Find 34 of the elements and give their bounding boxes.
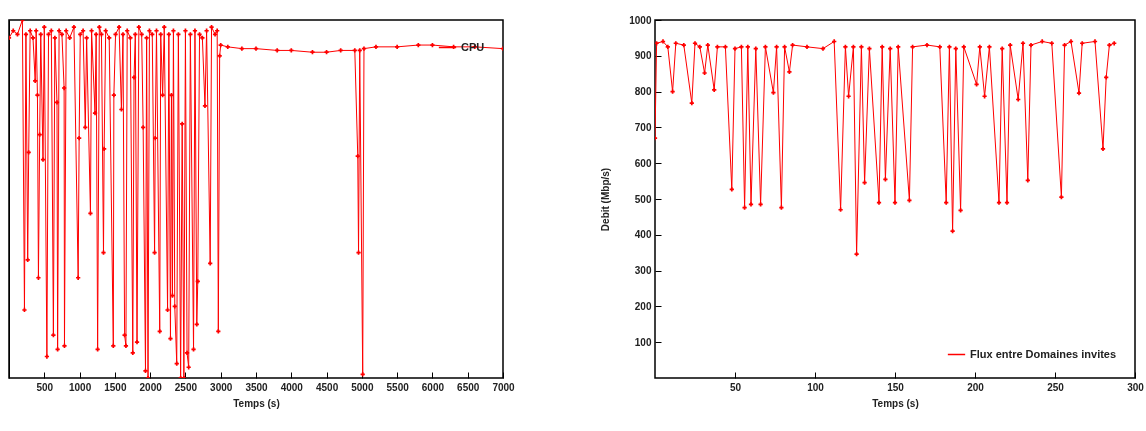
- x-tick-label: 200: [967, 381, 985, 393]
- y-tick-label: 200: [634, 300, 652, 312]
- x-tick-label: 2500: [174, 381, 198, 393]
- x-tick-label: 100: [807, 381, 825, 393]
- x-tick-label: 4500: [315, 381, 339, 393]
- x-tick-label: 500: [36, 381, 54, 393]
- x-tick-label: 300: [1127, 381, 1145, 393]
- y-tick-label: 1000: [629, 14, 652, 26]
- y-tick-label: 300: [634, 265, 652, 277]
- x-tick-label: 3500: [245, 381, 269, 393]
- x-tick-label: 2000: [139, 381, 163, 393]
- y-tick-label: 900: [634, 50, 652, 62]
- y-tick-label: 100: [634, 336, 652, 348]
- x-tick-label: 4000: [280, 381, 304, 393]
- x-tick-label: 1500: [104, 381, 127, 393]
- x-axis-title: Temps (s): [233, 397, 280, 409]
- x-tick-label: 250: [1047, 381, 1065, 393]
- x-tick-label: 50: [729, 381, 742, 393]
- x-tick-label: 3000: [210, 381, 233, 393]
- y-tick-label: 500: [634, 193, 652, 205]
- x-tick-label: 6500: [457, 381, 480, 393]
- x-tick-label: 6000: [421, 381, 445, 393]
- x-tick-label: 7000: [492, 381, 516, 393]
- y-tick-label: 400: [634, 229, 652, 241]
- x-tick-label: 150: [887, 381, 905, 393]
- x-axis-title: Temps (s): [872, 397, 919, 409]
- x-tick-label: 5500: [386, 381, 410, 393]
- y-axis-title: Debit (Mbp/s): [600, 167, 612, 232]
- x-tick-label: 5000: [351, 381, 374, 393]
- y-tick-label: 800: [634, 86, 652, 98]
- y-tick-label: 700: [634, 121, 652, 133]
- y-tick-label: 600: [634, 157, 652, 169]
- x-tick-label: 1000: [68, 381, 92, 393]
- legend-label: Flux entre Domaines invites: [970, 347, 1117, 360]
